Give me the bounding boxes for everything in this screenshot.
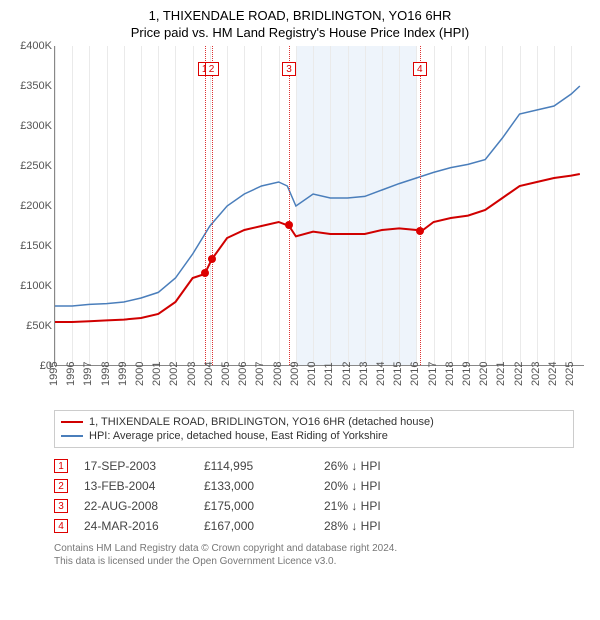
reference-marker-box: 2 (205, 62, 219, 76)
x-tick-label: 1995 (48, 362, 60, 386)
legend-item: 1, THIXENDALE ROAD, BRIDLINGTON, YO16 6H… (61, 415, 567, 429)
x-tick-label: 2019 (461, 362, 473, 386)
transaction-index: 1 (54, 459, 68, 473)
legend: 1, THIXENDALE ROAD, BRIDLINGTON, YO16 6H… (54, 410, 574, 448)
x-tick-label: 2010 (306, 362, 318, 386)
y-tick-label: £100K (20, 280, 52, 292)
x-tick-label: 2012 (341, 362, 353, 386)
y-axis-labels: £0£50K£100K£150K£200K£250K£300K£350K£400… (10, 46, 54, 366)
transaction-row: 4 24-MAR-2016£167,00028% ↓ HPI (54, 516, 574, 536)
legend-item: HPI: Average price, detached house, East… (61, 429, 567, 443)
reference-line (420, 46, 421, 365)
x-tick-label: 2007 (254, 362, 266, 386)
series-hpi (55, 86, 580, 306)
x-tick-label: 2014 (375, 362, 387, 386)
x-axis-labels: 1995199619971998199920002001200220032004… (54, 368, 584, 406)
x-tick-label: 1999 (117, 362, 129, 386)
page-subtitle: Price paid vs. HM Land Registry's House … (10, 25, 590, 40)
x-tick-label: 2021 (495, 362, 507, 386)
x-tick-label: 2024 (547, 362, 559, 386)
transaction-delta: 26% ↓ HPI (324, 459, 444, 473)
x-tick-label: 2006 (237, 362, 249, 386)
reference-marker-box: 4 (413, 62, 427, 76)
transaction-row: 2 13-FEB-2004£133,00020% ↓ HPI (54, 476, 574, 496)
x-tick-label: 2009 (289, 362, 301, 386)
x-tick-label: 2025 (564, 362, 576, 386)
reference-marker-box: 3 (282, 62, 296, 76)
transaction-price: £175,000 (204, 499, 324, 513)
x-tick-label: 2005 (220, 362, 232, 386)
x-tick-label: 1996 (65, 362, 77, 386)
sale-marker (416, 227, 424, 235)
sale-marker (208, 255, 216, 263)
x-tick-label: 2016 (409, 362, 421, 386)
plot-area: 1234 (54, 46, 584, 366)
transaction-date: 13-FEB-2004 (84, 479, 204, 493)
y-tick-label: £250K (20, 160, 52, 172)
x-tick-label: 2002 (168, 362, 180, 386)
chart-lines (55, 46, 585, 366)
y-tick-label: £350K (20, 80, 52, 92)
y-tick-label: £200K (20, 200, 52, 212)
y-tick-label: £300K (20, 120, 52, 132)
transaction-row: 1 17-SEP-2003£114,99526% ↓ HPI (54, 456, 574, 476)
reference-line (212, 46, 213, 365)
x-tick-label: 2017 (427, 362, 439, 386)
transaction-price: £133,000 (204, 479, 324, 493)
x-tick-label: 2011 (323, 362, 335, 386)
x-tick-label: 2015 (392, 362, 404, 386)
legend-swatch (61, 435, 83, 437)
x-tick-label: 1998 (100, 362, 112, 386)
reference-line (205, 46, 206, 365)
transaction-date: 22-AUG-2008 (84, 499, 204, 513)
transaction-price: £167,000 (204, 519, 324, 533)
transaction-index: 3 (54, 499, 68, 513)
transaction-index: 2 (54, 479, 68, 493)
legend-label: HPI: Average price, detached house, East… (89, 430, 388, 442)
price-chart: £0£50K£100K£150K£200K£250K£300K£350K£400… (10, 46, 590, 406)
legend-label: 1, THIXENDALE ROAD, BRIDLINGTON, YO16 6H… (89, 416, 434, 428)
footer-attribution: Contains HM Land Registry data © Crown c… (54, 542, 574, 568)
footer-line: Contains HM Land Registry data © Crown c… (54, 542, 574, 555)
sale-marker (285, 221, 293, 229)
transaction-index: 4 (54, 519, 68, 533)
x-tick-label: 2001 (151, 362, 163, 386)
transaction-row: 3 22-AUG-2008£175,00021% ↓ HPI (54, 496, 574, 516)
x-tick-label: 2022 (513, 362, 525, 386)
x-tick-label: 2000 (134, 362, 146, 386)
sale-marker (201, 269, 209, 277)
y-tick-label: £150K (20, 240, 52, 252)
x-tick-label: 2018 (444, 362, 456, 386)
x-tick-label: 1997 (82, 362, 94, 386)
x-tick-label: 2008 (272, 362, 284, 386)
transaction-delta: 28% ↓ HPI (324, 519, 444, 533)
page-title: 1, THIXENDALE ROAD, BRIDLINGTON, YO16 6H… (10, 8, 590, 23)
transactions-table: 1 17-SEP-2003£114,99526% ↓ HPI 2 13-FEB-200… (54, 456, 574, 536)
footer-line: This data is licensed under the Open Gov… (54, 555, 574, 568)
reference-line (289, 46, 290, 365)
y-tick-label: £50K (26, 320, 52, 332)
transaction-date: 24-MAR-2016 (84, 519, 204, 533)
transaction-date: 17-SEP-2003 (84, 459, 204, 473)
transaction-price: £114,995 (204, 459, 324, 473)
x-tick-label: 2004 (203, 362, 215, 386)
y-tick-label: £400K (20, 40, 52, 52)
transaction-delta: 20% ↓ HPI (324, 479, 444, 493)
legend-swatch (61, 421, 83, 423)
x-tick-label: 2020 (478, 362, 490, 386)
x-tick-label: 2003 (186, 362, 198, 386)
x-tick-label: 2013 (358, 362, 370, 386)
transaction-delta: 21% ↓ HPI (324, 499, 444, 513)
x-tick-label: 2023 (530, 362, 542, 386)
